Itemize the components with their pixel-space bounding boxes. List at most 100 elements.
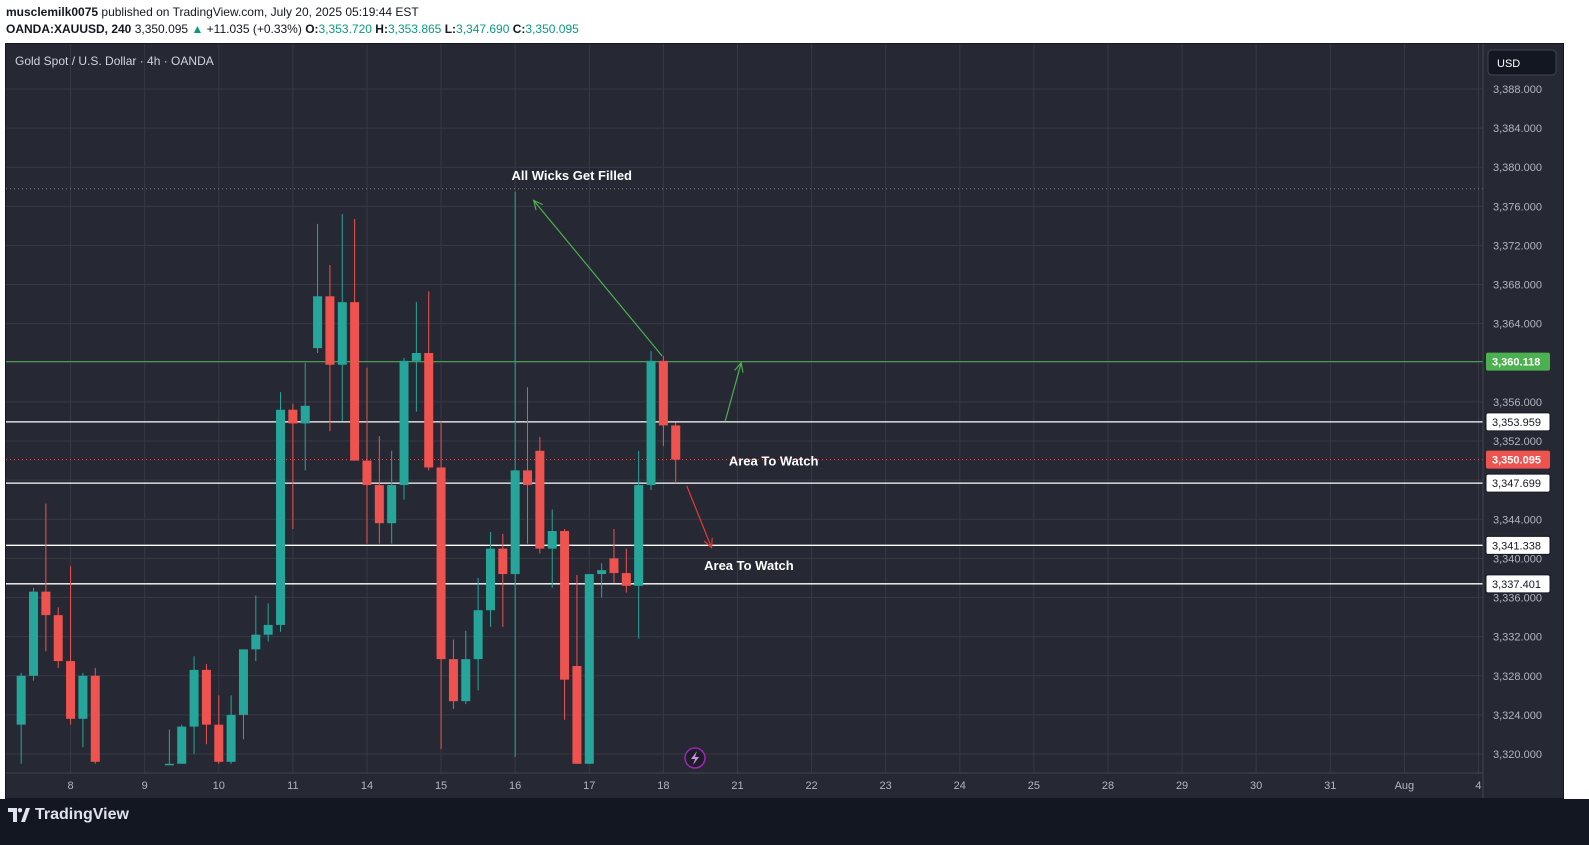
time-tick-label: 10: [213, 780, 225, 792]
candle-body: [646, 360, 656, 486]
price-label-text: 3,341.338: [1492, 540, 1541, 552]
green-arrow: [532, 199, 663, 357]
price-tick-label: 3,356.000: [1493, 397, 1542, 409]
candle-body: [374, 485, 384, 524]
open-value: 3,353.720: [318, 22, 372, 36]
bear-candle: [523, 387, 533, 544]
bear-candle: [498, 533, 508, 627]
candle-body: [201, 669, 211, 725]
candle-body: [399, 360, 409, 486]
price-tick-label: 3,324.000: [1493, 710, 1542, 722]
bear-candle: [621, 548, 631, 593]
time-tick-label: 9: [142, 780, 148, 792]
ohlc-legend: OANDA:XAUUSD, 240 3,350.095 ▲ +11.035 (+…: [6, 22, 579, 36]
change-up-icon: ▲: [191, 22, 204, 36]
candle-body: [78, 675, 88, 719]
time-tick-label: 17: [583, 780, 595, 792]
chart-header: musclemilk0075 published on TradingView.…: [0, 0, 1589, 42]
bull-candle: [461, 630, 471, 705]
candle-body: [584, 574, 594, 764]
candle-body: [16, 675, 26, 725]
time-tick-label: 29: [1176, 780, 1188, 792]
price-label-text: 3,353.959: [1492, 417, 1541, 429]
bear-candle: [448, 639, 458, 710]
time-tick-label: 8: [68, 780, 74, 792]
candle-body: [411, 353, 421, 361]
bull-candle: [584, 574, 594, 764]
tradingview-logo[interactable]: TradingView: [8, 806, 129, 824]
author-name[interactable]: musclemilk0075: [6, 5, 99, 19]
chart-frame[interactable]: All Wicks Get Filled Area To Watch Area To…: [5, 43, 1564, 799]
time-tick-label: 30: [1250, 780, 1262, 792]
low-value: 3,347.690: [456, 22, 510, 36]
arrow-head: [734, 361, 744, 373]
currency-label[interactable]: USD: [1497, 58, 1520, 70]
time-tick-label: 16: [509, 780, 521, 792]
candle-body: [473, 610, 483, 660]
candle-body: [523, 470, 533, 486]
high-value: 3,353.865: [387, 22, 442, 36]
arrow-shaft: [533, 200, 663, 357]
grid-lines: [6, 44, 1483, 773]
candle-body: [288, 409, 298, 424]
currency-button[interactable]: USD: [1487, 49, 1557, 76]
annotation-text: Area To Watch: [704, 558, 794, 573]
bear-candle: [658, 355, 668, 446]
bull-candle: [251, 595, 261, 662]
time-tick-label: 18: [657, 780, 669, 792]
price-tick-label: 3,384.000: [1493, 123, 1542, 135]
bull-candle: [411, 302, 421, 412]
candle-body: [337, 302, 347, 365]
bull-candle: [16, 672, 26, 764]
bear-candle: [66, 566, 76, 725]
price-tick-label: 3,344.000: [1493, 514, 1542, 526]
annotation-text: All Wicks Get Filled: [511, 168, 632, 183]
bear-candle: [560, 529, 570, 720]
price-label-text: 3,350.095: [1492, 455, 1541, 467]
price-label-white: 3,353.959: [1485, 412, 1551, 432]
bull-candle: [597, 563, 607, 598]
bear-candle: [424, 291, 434, 471]
bear-candle: [362, 367, 372, 544]
price-label-white: 3,341.338: [1485, 535, 1551, 555]
bull-candle: [300, 362, 310, 471]
arrow-head: [532, 199, 544, 211]
candle-body: [609, 558, 619, 574]
high-label: H:: [375, 22, 388, 36]
price-label-text: 3,347.699: [1492, 478, 1541, 490]
green-arrow: [724, 361, 744, 422]
lightning-icon[interactable]: [684, 747, 706, 769]
bull-candle: [263, 603, 273, 642]
bear-candle: [288, 403, 298, 530]
price-label-text: 3,360.118: [1492, 357, 1540, 369]
bear-candle: [201, 664, 211, 745]
chart-background: [6, 44, 1563, 798]
time-axis[interactable]: 8 9 10 11 14 15 16 17 18 21 22 23 24 25 28 29 30 31 Aug 4: [68, 780, 1482, 792]
bull-candle: [634, 450, 644, 639]
price-tick-label: 3,340.000: [1493, 553, 1542, 565]
price-label-green: 3,360.118: [1486, 352, 1550, 371]
bear-candle: [214, 695, 224, 764]
bull-candle: [78, 672, 88, 748]
symbol-label[interactable]: OANDA:XAUUSD, 240: [6, 22, 132, 36]
publish-text: published on TradingView.com, July 20, 2…: [101, 5, 419, 19]
candle-body: [362, 460, 372, 486]
bull-candle: [226, 695, 236, 764]
candle-body: [634, 485, 644, 586]
price-label-text: 3,337.401: [1492, 579, 1541, 591]
candle-body: [164, 763, 174, 766]
bull-candle: [337, 214, 347, 422]
candle-body: [90, 675, 100, 762]
price-chart[interactable]: All Wicks Get Filled Area To Watch Area To…: [6, 44, 1563, 798]
candle-body: [498, 548, 508, 575]
close-label: C:: [512, 22, 526, 36]
bull-candle: [313, 223, 323, 354]
candle-body: [214, 724, 224, 762]
candle-body: [29, 591, 39, 676]
footer-bar: [0, 799, 1589, 845]
price-tick-label: 3,376.000: [1493, 201, 1542, 213]
change-value: +11.035 (+0.33%): [206, 22, 302, 36]
bull-candle: [29, 587, 39, 681]
price-label-box: [1486, 352, 1550, 371]
bull-candle: [510, 191, 520, 757]
